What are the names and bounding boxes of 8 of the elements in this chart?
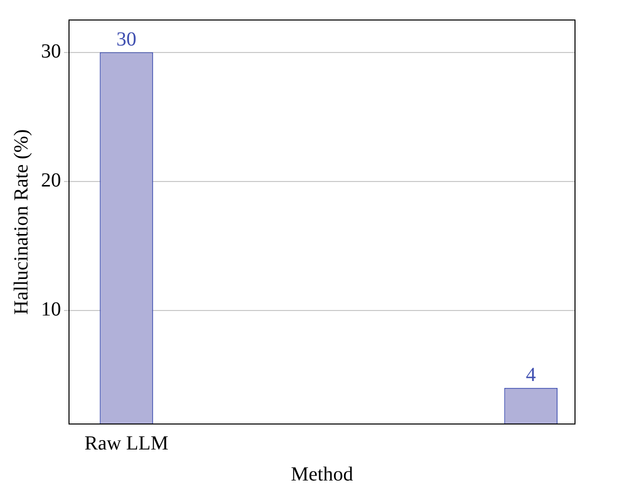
x-axis-title: Method bbox=[290, 463, 354, 486]
data-label: 30 bbox=[116, 28, 136, 51]
y-tick-label: 30 bbox=[41, 40, 61, 63]
x-tick-label: Raw LLM bbox=[84, 432, 169, 454]
y-axis-title: Hallucination Rate (%) bbox=[10, 129, 32, 315]
data-label: 4 bbox=[526, 364, 536, 386]
y-tick-label: 20 bbox=[41, 170, 61, 192]
y-tick-label: 10 bbox=[41, 298, 61, 321]
